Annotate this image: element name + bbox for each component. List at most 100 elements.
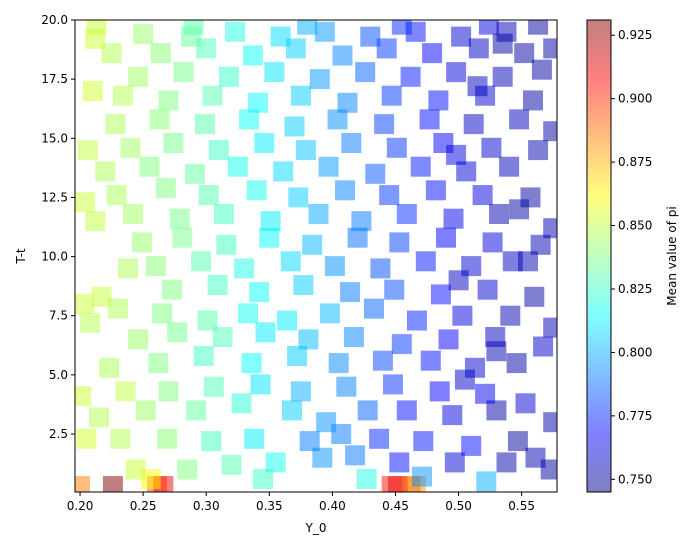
y-axis-label: T-t (14, 248, 28, 265)
data-point (336, 376, 357, 397)
data-point (486, 341, 507, 362)
data-point (150, 43, 171, 64)
y-axis-ticks: 2.5 5.0 7.5 10.0 12.5 15.0 17.5 20.0 (41, 13, 75, 441)
data-point (496, 452, 517, 473)
data-point (468, 38, 489, 59)
data-point (248, 92, 268, 113)
data-point (396, 400, 417, 421)
data-point (379, 185, 400, 206)
plot-frame (74, 19, 558, 493)
data-point (481, 137, 502, 158)
data-point (500, 305, 521, 326)
data-point (201, 431, 222, 452)
data-point (125, 459, 146, 480)
data-point (386, 137, 407, 158)
data-point (314, 21, 335, 42)
data-point (264, 62, 285, 83)
data-point (543, 218, 557, 239)
data-point (290, 85, 311, 106)
y-tick-label: 17.5 (41, 72, 68, 86)
data-point (120, 137, 141, 158)
data-point (282, 400, 302, 421)
data-point (406, 310, 427, 331)
x-axis-ticks: 0.20 0.25 0.30 0.35 0.40 0.45 0.50 0.55 (67, 492, 535, 513)
colorbar-tick-label: 0.750 (618, 472, 652, 486)
data-point (177, 459, 198, 480)
data-point (422, 43, 443, 64)
data-point (463, 114, 484, 135)
data-point (425, 180, 446, 201)
colorbar-ticks: 0.750 0.775 0.800 0.825 0.850 0.875 0.900 0.925 (611, 28, 652, 486)
data-point (162, 279, 183, 300)
data-point (198, 185, 219, 206)
data-point (324, 256, 345, 277)
data-point (337, 92, 358, 113)
data-point (415, 251, 436, 272)
data-point (357, 400, 378, 421)
data-point (443, 208, 464, 229)
data-point (518, 251, 538, 272)
data-point (351, 211, 372, 232)
data-point (448, 270, 469, 291)
data-point (543, 412, 557, 433)
data-point (249, 282, 270, 303)
data-point (492, 66, 513, 87)
data-point (355, 62, 376, 83)
data-point (218, 66, 239, 87)
data-point (299, 431, 320, 452)
colorbar-tick-label: 0.925 (618, 28, 652, 42)
data-point (478, 20, 499, 35)
data-point (203, 376, 224, 397)
data-point (509, 109, 530, 130)
data-point (85, 211, 106, 232)
data-point (410, 156, 431, 177)
data-point (169, 208, 190, 229)
data-point (75, 192, 96, 213)
data-point (287, 346, 308, 366)
data-point (242, 45, 263, 66)
data-point (419, 109, 440, 130)
data-point (461, 435, 482, 456)
colorbar-tick-label: 0.825 (618, 282, 652, 296)
data-point (543, 121, 557, 142)
data-point (316, 412, 337, 433)
data-point (327, 109, 348, 130)
colorbar-label: Mean value of pi (665, 206, 679, 305)
data-point (528, 20, 549, 35)
y-tick-label: 5.0 (49, 368, 68, 382)
data-point (524, 286, 545, 307)
y-tick-label: 20.0 (41, 13, 68, 27)
data-point (101, 43, 122, 64)
data-point (186, 400, 207, 421)
x-tick-label: 0.50 (445, 499, 472, 513)
data-point (347, 227, 368, 248)
data-point (140, 469, 161, 489)
data-point (277, 310, 297, 331)
data-point (298, 329, 319, 350)
data-point (106, 185, 127, 206)
data-point (543, 317, 557, 338)
data-point (172, 227, 193, 248)
data-point (253, 469, 273, 489)
x-tick-label: 0.20 (67, 499, 94, 513)
data-point (312, 447, 333, 468)
data-point (285, 38, 306, 59)
data-point (221, 454, 242, 475)
data-point (446, 62, 467, 83)
data-point (91, 286, 112, 307)
data-point (295, 140, 316, 161)
y-tick-label: 15.0 (41, 131, 68, 145)
data-point (227, 156, 248, 177)
data-point (482, 232, 503, 253)
data-point (372, 350, 393, 371)
x-axis-label: Y_0 (305, 521, 327, 535)
data-point (148, 353, 169, 374)
data-point (383, 374, 403, 395)
data-point (506, 353, 527, 374)
x-tick-label: 0.35 (256, 499, 283, 513)
data-point (254, 133, 275, 153)
colorbar (587, 20, 611, 492)
data-point (525, 447, 546, 468)
data-point (86, 20, 107, 35)
